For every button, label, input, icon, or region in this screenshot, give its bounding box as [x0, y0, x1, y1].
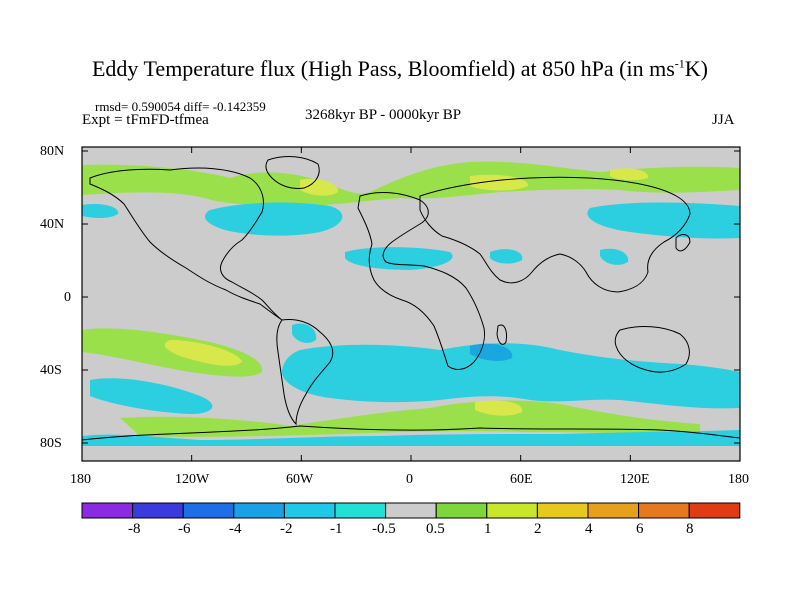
- anomaly-positive-southern-ocean: [120, 400, 700, 437]
- x-tick-label-60w: 60W: [286, 472, 314, 487]
- colorbar-label: 2: [534, 521, 542, 537]
- season-label: JJA: [712, 112, 735, 128]
- y-ticks: [82, 150, 740, 444]
- colorbar-label: -2: [280, 521, 293, 537]
- anomaly-negative-arabia: [490, 249, 523, 264]
- anomaly-negative-s-america: [292, 323, 317, 343]
- y-tick-label-80s: 80S: [40, 436, 62, 451]
- x-tick-label-120w: 120W: [175, 472, 210, 487]
- colorbar-label: 4: [585, 521, 593, 537]
- anomaly-negative-mediterranean: [345, 247, 453, 270]
- anomaly-negative-antarctic-edge: [82, 430, 740, 446]
- anomaly-negative-n-pacific: [587, 202, 740, 239]
- anomaly-negative-n-atlantic: [205, 202, 343, 236]
- colorbar-swatch: [435, 502, 488, 519]
- anomaly-positive-southern-ocean-core: [475, 400, 523, 416]
- colorbar-swatch: [385, 502, 437, 519]
- stats-text: rmsd= 0.590054 diff= -0.142359: [95, 99, 266, 114]
- chart-title: Eddy Temperature flux (High Pass, Bloomf…: [91, 56, 708, 81]
- colorbar-swatch: [81, 502, 134, 519]
- x-tick-label-120e: 120E: [620, 472, 650, 487]
- colorbar-swatch: [132, 502, 184, 519]
- colorbar-swatch: [283, 502, 336, 519]
- x-ticks: [81, 147, 741, 461]
- colorbar-swatch: [486, 502, 538, 519]
- anomaly-negative-asia: [600, 248, 629, 265]
- anomaly-field: [82, 161, 740, 446]
- period-label: 3268kyr BP - 0000kyr BP: [305, 107, 462, 123]
- experiment-label: Expt = tFmFD-tfmea: [82, 112, 209, 128]
- anomaly-positive-nh-core-1: [300, 178, 339, 196]
- colorbar-swatch: [182, 502, 235, 519]
- colorbar-swatch: [638, 502, 690, 519]
- x-tick-label-180e: 180: [728, 472, 749, 487]
- colorbar-label: 1: [484, 521, 492, 537]
- colorbar-label: -1: [330, 521, 343, 537]
- y-tick-label-40n: 40N: [40, 217, 65, 232]
- anomaly-positive-nh-core-3: [610, 168, 649, 181]
- colorbar-label: -4: [229, 521, 242, 537]
- anomaly-negative-s-pacific: [90, 378, 213, 414]
- colorbar-swatch: [536, 502, 589, 519]
- anomaly-positive-s-pacific-core: [164, 340, 242, 366]
- anomaly-negative-n-pacific-west: [82, 204, 119, 218]
- colorbar: [81, 502, 741, 519]
- anomaly-positive-nh-band: [82, 161, 740, 206]
- colorbar-label: -6: [178, 521, 191, 537]
- y-tick-label-0: 0: [64, 290, 71, 305]
- x-tick-label-0: 0: [406, 472, 413, 487]
- colorbar-label: -0.5: [372, 521, 396, 537]
- anomaly-negative-s-atlantic-core: [470, 343, 513, 361]
- colorbar-swatch: [334, 502, 387, 519]
- colorbar-swatch: [688, 502, 741, 519]
- x-tick-label-180w: 180: [70, 472, 91, 487]
- y-tick-label-40s: 40S: [40, 363, 62, 378]
- colorbar-swatch: [233, 502, 285, 519]
- colorbar-label: 0.5: [426, 521, 445, 537]
- x-tick-label-60e: 60E: [510, 472, 533, 487]
- colorbar-label: 6: [636, 521, 644, 537]
- coastlines: [82, 156, 740, 441]
- colorbar-label: 8: [686, 521, 694, 537]
- colorbar-label: -8: [128, 521, 141, 537]
- colorbar-swatch: [587, 502, 640, 519]
- y-tick-label-80n: 80N: [40, 144, 65, 159]
- anomaly-negative-s-atlantic: [281, 343, 740, 409]
